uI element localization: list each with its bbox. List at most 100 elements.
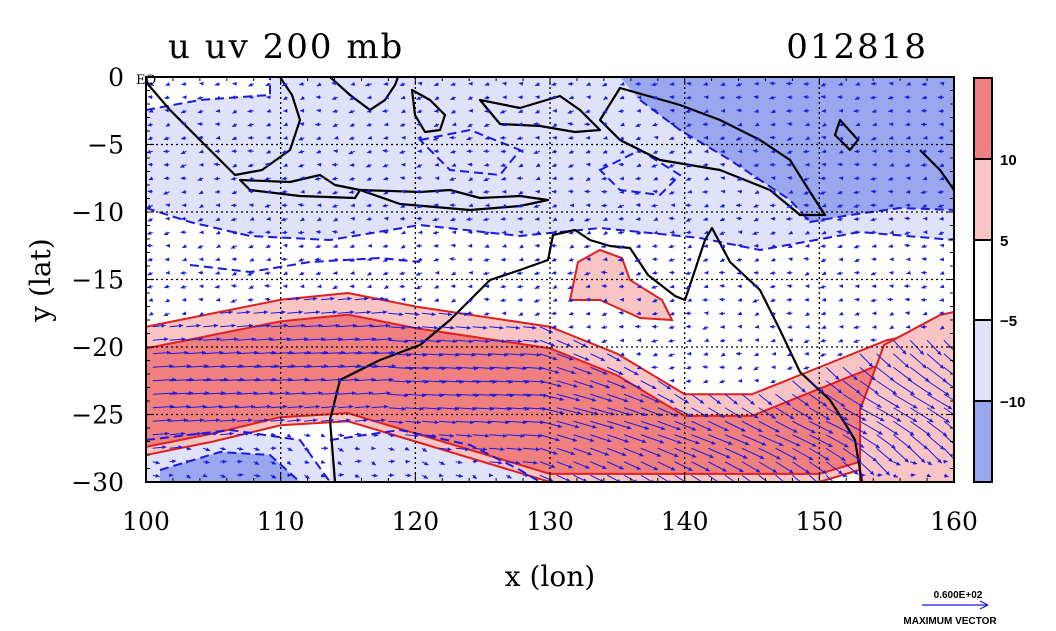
wind-vector-head bbox=[654, 135, 659, 140]
wind-vector-head bbox=[652, 311, 657, 316]
negative-contours bbox=[146, 77, 954, 482]
wind-vector-head bbox=[787, 284, 792, 289]
wind-vector-head bbox=[350, 81, 356, 86]
wind-vector-head bbox=[181, 431, 186, 436]
wind-vector-head bbox=[719, 297, 724, 302]
wind-vector-head bbox=[776, 455, 781, 460]
wind-vector bbox=[876, 420, 899, 436]
wind-vector-head bbox=[754, 324, 760, 329]
y-tick-label: −25 bbox=[71, 401, 124, 430]
wind-vector-head bbox=[635, 324, 640, 329]
wind-vector-head bbox=[586, 162, 591, 167]
wind-vector-head bbox=[231, 176, 236, 181]
wind-vector-head bbox=[232, 230, 238, 235]
wind-vector-head bbox=[659, 439, 664, 444]
wind-vector-head bbox=[535, 447, 540, 452]
wind-vector-head bbox=[870, 176, 875, 181]
wind-vector-head bbox=[283, 243, 288, 248]
wind-vector-head bbox=[855, 122, 861, 127]
wind-vector-head bbox=[535, 243, 540, 248]
wind-vector-head bbox=[232, 271, 237, 276]
wind-vector-head bbox=[482, 447, 488, 452]
wind-vector bbox=[506, 393, 532, 397]
wind-vector-head bbox=[315, 244, 320, 249]
wind-vector-head bbox=[381, 418, 386, 423]
wind-vector-head bbox=[467, 433, 472, 438]
wind-vector-head bbox=[820, 190, 825, 195]
wind-vector-head bbox=[313, 418, 318, 423]
wind-vector-head bbox=[484, 244, 490, 248]
wind-vector-head bbox=[215, 217, 221, 221]
wind-vector-head bbox=[184, 350, 189, 355]
wind-vector-head bbox=[401, 162, 406, 167]
wind-vector-head bbox=[685, 285, 690, 290]
wind-vector-head bbox=[332, 109, 338, 114]
wind-vector-head bbox=[921, 108, 926, 113]
wind-vector-head bbox=[458, 460, 463, 465]
wind-vector-head bbox=[216, 244, 221, 248]
wind-vector-head bbox=[269, 337, 274, 342]
wind-vector-head bbox=[960, 378, 964, 382]
wind-vector-head bbox=[870, 338, 875, 343]
wind-vector-head bbox=[281, 217, 286, 222]
wind-vector-head bbox=[670, 466, 676, 471]
wind-vector-head bbox=[283, 108, 288, 113]
wind-vector-head bbox=[839, 149, 844, 154]
wind-vector-head bbox=[161, 323, 166, 328]
wind-vector-head bbox=[753, 217, 759, 222]
wind-vector-head bbox=[199, 337, 204, 342]
wind-vector-head bbox=[669, 136, 674, 141]
wind-vector-head bbox=[786, 311, 791, 316]
wind-vector-head bbox=[449, 135, 454, 140]
wind-vector-head bbox=[771, 414, 776, 419]
y-axis-label: y (lat) bbox=[24, 238, 57, 322]
wind-vector-head bbox=[424, 461, 429, 466]
wind-vector-head bbox=[921, 162, 926, 167]
wind-vector-head bbox=[346, 418, 351, 423]
x-axis-label: x (lon) bbox=[505, 560, 595, 593]
wind-vector-head bbox=[288, 447, 293, 451]
wind-vector-head bbox=[535, 163, 541, 167]
wind-vector-head bbox=[520, 352, 525, 357]
wind-vector-head bbox=[803, 95, 808, 100]
wind-vector-head bbox=[256, 473, 261, 478]
wind-vector-head bbox=[602, 465, 607, 469]
wind-vector-head bbox=[726, 454, 731, 459]
wind-vector-head bbox=[651, 163, 656, 168]
wind-vector-head bbox=[484, 123, 489, 127]
wind-vector-head bbox=[707, 427, 712, 431]
wind-vector-head bbox=[518, 312, 524, 316]
wind-vector-head bbox=[246, 310, 251, 315]
wind-vector-head bbox=[484, 297, 489, 302]
wind-vector-head bbox=[163, 312, 169, 317]
wind-vector-head bbox=[417, 204, 422, 208]
wind-vector-head bbox=[400, 257, 406, 262]
wind-vector-head bbox=[181, 311, 187, 316]
wind-vector-head bbox=[737, 297, 743, 302]
wind-vector-head bbox=[752, 298, 758, 303]
wind-vector bbox=[859, 420, 883, 435]
wind-vector-head bbox=[502, 189, 507, 194]
wind-vector-head bbox=[197, 177, 203, 181]
wind-vector-head bbox=[518, 339, 523, 344]
wind-vector-head bbox=[872, 149, 877, 154]
wind-vector-head bbox=[317, 217, 322, 221]
wind-vector-head bbox=[371, 446, 376, 451]
wind-vector-head bbox=[366, 310, 372, 315]
wind-vector-head bbox=[313, 296, 318, 301]
wind-vector-head bbox=[146, 204, 152, 209]
wind-vector-head bbox=[450, 96, 455, 100]
wind-vector-head bbox=[517, 297, 522, 302]
wind-vector-head bbox=[214, 176, 219, 181]
wind-vector-head bbox=[904, 297, 910, 302]
wind-vector-head bbox=[181, 189, 186, 194]
wind-vector-head bbox=[517, 216, 522, 221]
wind-vector-head bbox=[921, 257, 927, 262]
wind-vector-head bbox=[904, 243, 909, 248]
wind-vector-head bbox=[451, 298, 456, 303]
wind-vector-head bbox=[635, 136, 641, 141]
wind-vector-head bbox=[452, 230, 457, 235]
wind-vector-head bbox=[333, 217, 338, 222]
wind-vector-head bbox=[621, 384, 626, 389]
wind-vector-head bbox=[771, 365, 776, 370]
